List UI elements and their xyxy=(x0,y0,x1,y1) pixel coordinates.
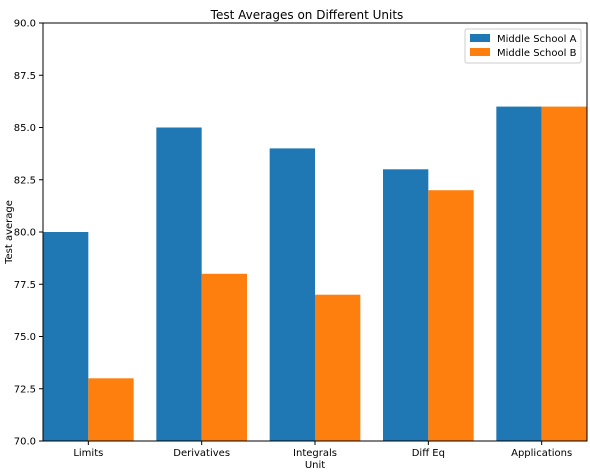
bars-layer xyxy=(43,106,587,442)
y-tick-label: 85.0 xyxy=(14,123,36,134)
y-tick-label: 70.0 xyxy=(14,437,36,448)
x-tick-label: Integrals xyxy=(293,448,337,459)
y-tick-label: 75.0 xyxy=(14,332,36,343)
x-tick-label: Limits xyxy=(73,448,103,459)
legend-swatch xyxy=(470,34,490,42)
y-tick-label: 90.0 xyxy=(14,19,36,30)
y-tick-label: 87.5 xyxy=(14,71,36,82)
y-tick-label: 72.5 xyxy=(14,384,36,395)
y-tick-label: 82.5 xyxy=(14,175,36,186)
y-tick-label: 80.0 xyxy=(14,228,36,239)
bar-a-diff-eq xyxy=(383,169,429,442)
bar-b-derivatives xyxy=(201,273,247,441)
bar-a-applications xyxy=(496,106,542,441)
legend-swatch xyxy=(470,48,490,56)
legend-label: Middle School A xyxy=(497,34,577,45)
bar-a-limits xyxy=(43,232,89,441)
axes-layer: 70.0 72.5 75.0 77.5 80.0 82.5 85.0 87.5 90.0 Limi… xyxy=(14,19,588,459)
bar-b-applications xyxy=(541,106,587,441)
x-axis-label: Unit xyxy=(305,460,325,471)
x-tick-label: Derivatives xyxy=(173,448,230,459)
x-tick-label: Applications xyxy=(511,448,572,459)
legend-label: Middle School B xyxy=(497,48,577,59)
bar-b-limits xyxy=(88,378,134,441)
bar-a-integrals xyxy=(269,148,315,441)
bar-a-derivatives xyxy=(156,127,202,441)
y-axis-label: Test average xyxy=(4,200,15,265)
x-tick-label: Diff Eq xyxy=(412,448,445,459)
legend-box xyxy=(464,28,582,64)
bar-b-diff-eq xyxy=(428,190,474,441)
legend: Middle School A Middle School B xyxy=(464,28,582,64)
chart-title: Test Averages on Different Units xyxy=(210,8,404,22)
bar-b-integrals xyxy=(315,294,361,441)
y-tick-label: 77.5 xyxy=(14,280,36,291)
